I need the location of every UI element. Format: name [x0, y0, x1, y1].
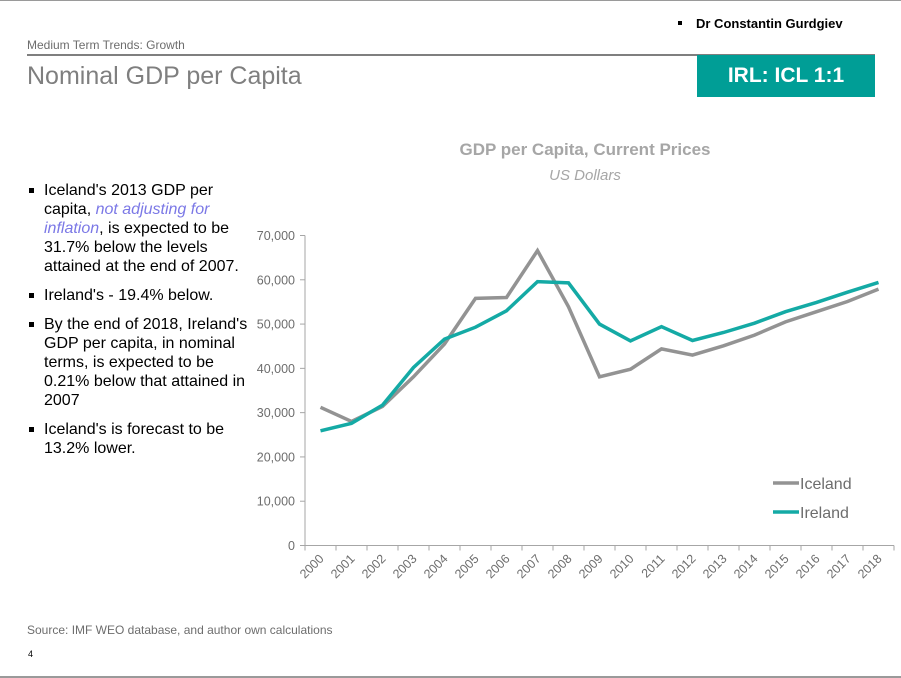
bullet-icon [29, 322, 34, 327]
bullet-icon [29, 188, 34, 193]
legend-label-ireland: Ireland [800, 505, 849, 522]
bullet-text: Ireland's - 19.4% below. [44, 287, 214, 304]
x-tick-label: 2012 [669, 552, 699, 582]
section-label: Medium Term Trends: Growth [27, 38, 185, 52]
bullet-item: Ireland's - 19.4% below. [28, 286, 248, 305]
series-line-iceland [319, 247, 880, 424]
x-tick-label: 2009 [576, 552, 606, 582]
y-tick-label: 10,000 [257, 495, 295, 509]
x-tick-label: 2014 [731, 552, 761, 582]
y-tick-label: 20,000 [257, 450, 295, 464]
source-note: Source: IMF WEO database, and author own… [27, 623, 333, 637]
x-tick-label: 2005 [452, 552, 482, 582]
x-tick-label: 2018 [855, 552, 885, 582]
author-label: Dr Constantin Gurdgiev [678, 16, 843, 31]
series-line-ireland [320, 279, 880, 433]
bullet-icon [678, 20, 682, 25]
y-tick-label: 70,000 [257, 229, 295, 243]
header-divider [27, 54, 875, 56]
bullet-text: By the end of 2018, Ireland's GDP per ca… [44, 316, 248, 409]
x-tick-label: 2011 [639, 552, 668, 581]
x-tick-label: 2008 [545, 552, 575, 582]
x-tick-label: 2001 [328, 552, 358, 582]
bullet-icon [29, 293, 34, 298]
bullet-text: Iceland's 2013 GDP per capita, [44, 182, 214, 218]
x-tick-label: 2010 [607, 552, 637, 582]
comparison-badge: IRL: ICL 1:1 [697, 55, 875, 97]
y-tick-label: 60,000 [257, 273, 295, 287]
x-tick-label: 2016 [793, 552, 823, 582]
x-tick-label: 2006 [483, 552, 513, 582]
x-tick-label: 2017 [824, 552, 854, 582]
bullet-item: By the end of 2018, Ireland's GDP per ca… [28, 315, 248, 410]
bullet-text: , is expected to be 31.7% below the leve… [44, 220, 239, 275]
x-tick-label: 2013 [700, 552, 730, 582]
highlighted-text: not adjusting for inflation [44, 201, 210, 237]
page-title: Nominal GDP per Capita [27, 62, 302, 90]
x-tick-label: 2004 [421, 552, 451, 582]
chart-title: GDP per Capita, Current Prices [459, 140, 711, 159]
x-tick-label: 2003 [390, 552, 420, 582]
y-tick-label: 50,000 [257, 318, 295, 332]
bullet-list: Iceland's 2013 GDP per capita, not adjus… [28, 181, 248, 468]
x-tick-label: 2000 [297, 552, 327, 582]
chart-subtitle: US Dollars [549, 167, 621, 184]
bullet-item: Iceland's is forecast to be 13.2% lower. [28, 420, 248, 458]
x-tick-label: 2007 [514, 552, 544, 582]
page-number: 4 [28, 649, 34, 659]
author-name: Dr Constantin Gurdgiev [696, 16, 843, 31]
top-border [0, 0, 901, 1]
x-tick-label: 2015 [762, 552, 792, 582]
y-tick-label: 0 [288, 539, 295, 553]
bottom-border [0, 676, 901, 678]
bullet-item: Iceland's 2013 GDP per capita, not adjus… [28, 181, 248, 276]
legend-label-iceland: Iceland [800, 476, 852, 493]
y-tick-label: 30,000 [257, 406, 295, 420]
y-tick-label: 40,000 [257, 362, 295, 376]
x-tick-label: 2002 [359, 552, 389, 582]
bullet-icon [29, 427, 34, 432]
bullet-text: Iceland's is forecast to be 13.2% lower. [44, 421, 225, 457]
